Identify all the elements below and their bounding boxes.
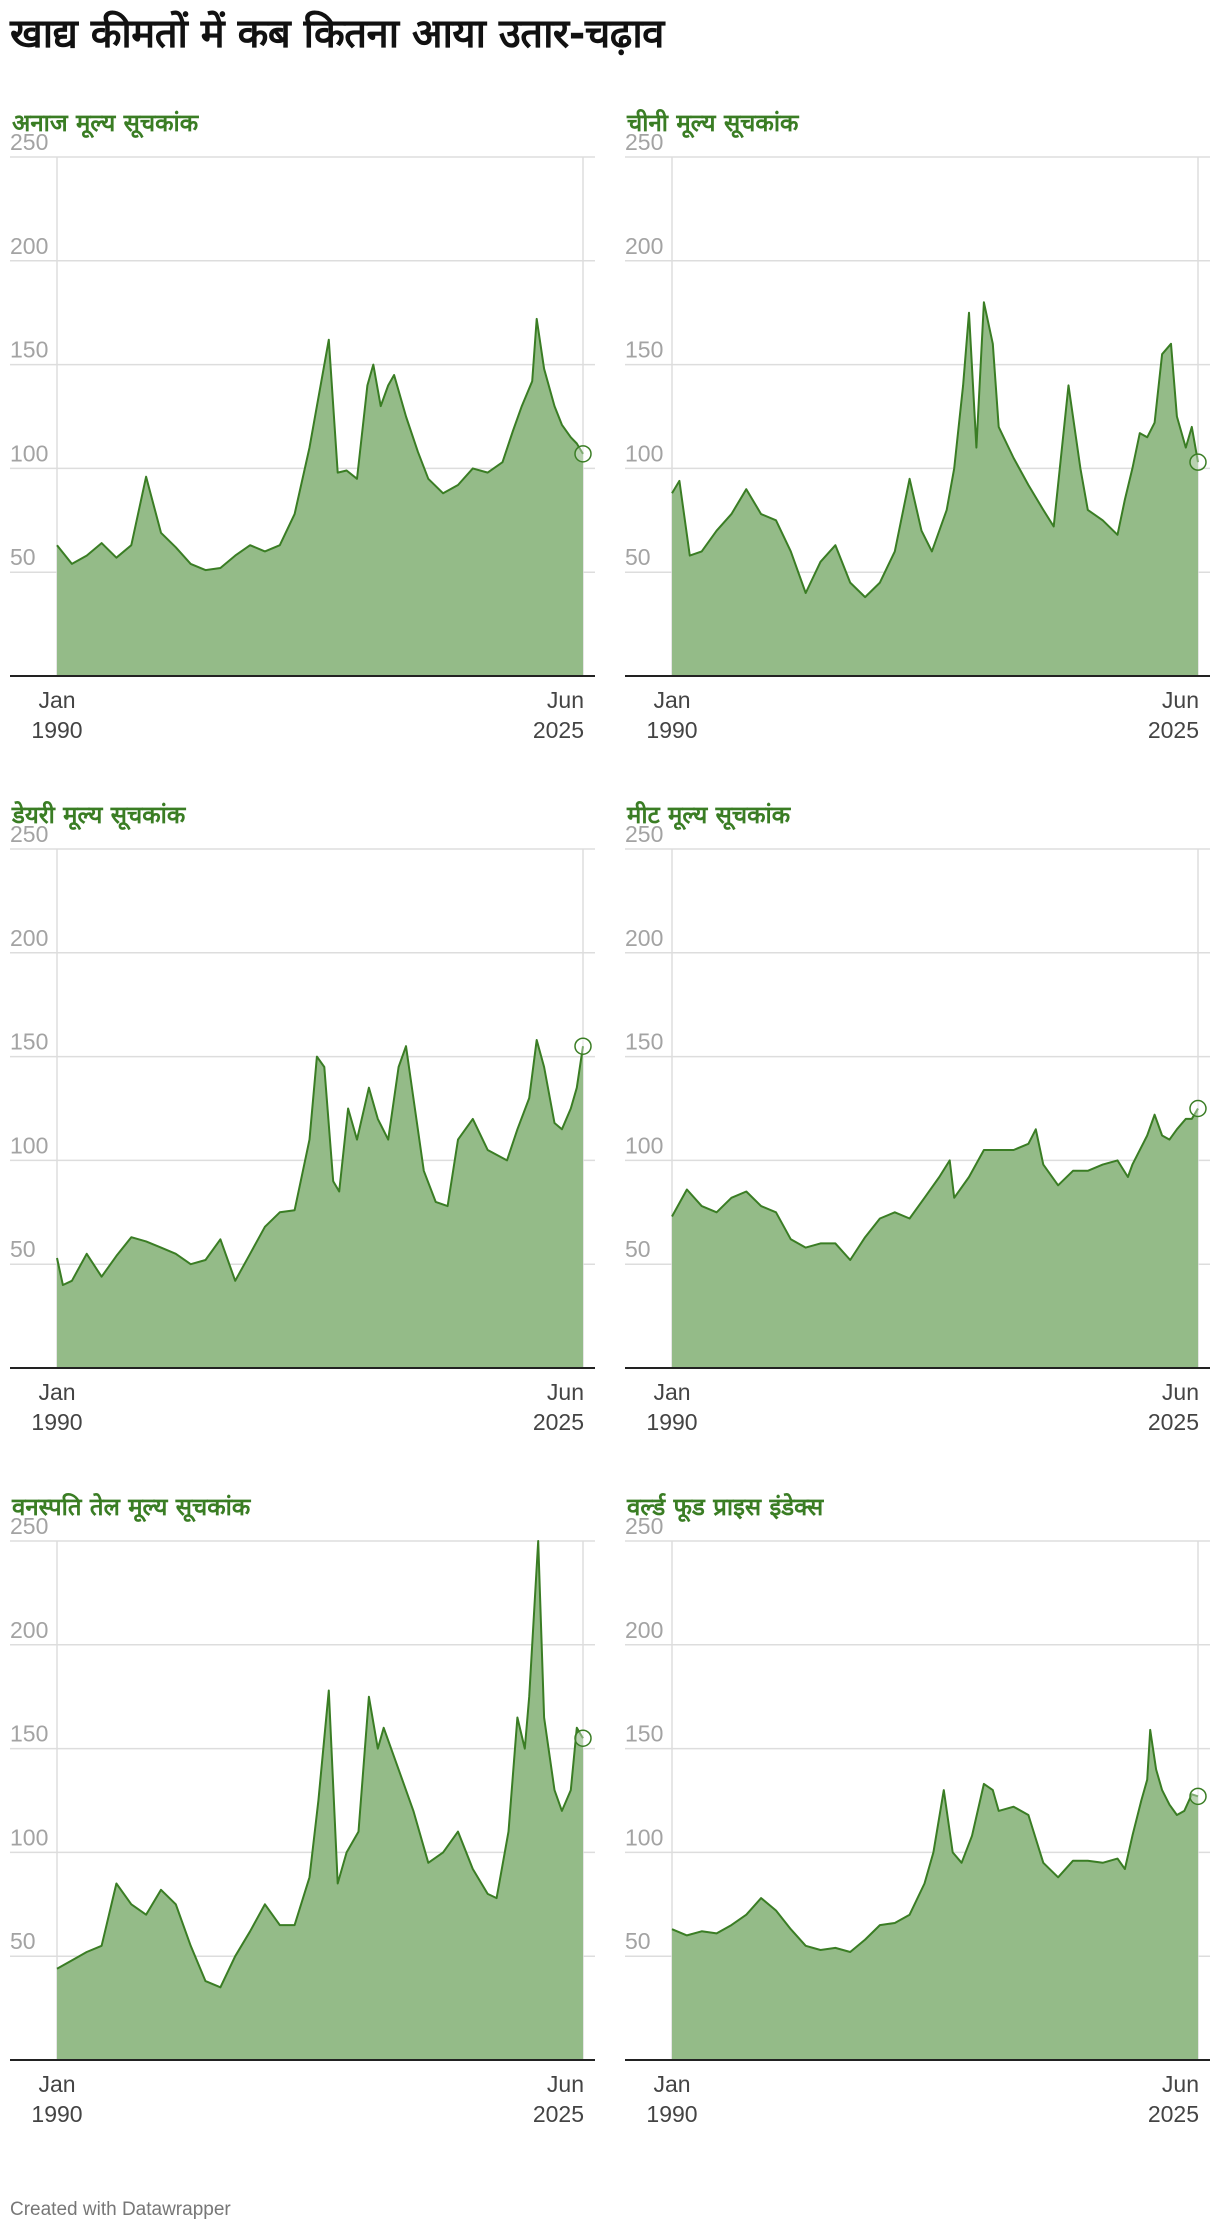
x-tick-label-year: 2025 bbox=[533, 1409, 584, 1435]
y-tick-label: 50 bbox=[10, 544, 36, 570]
area-fill bbox=[57, 1040, 583, 1368]
chart-panel-sugar: चीनी मूल्य सूचकांक 50 100 150 200 250 Jan 1990… bbox=[625, 106, 1210, 796]
chart-panel-cereals: अनाज मूल्य सूचकांक 50 100 150 200 250 Jan 1990… bbox=[10, 106, 595, 796]
x-tick-label-month: Jan bbox=[653, 1379, 690, 1405]
chart-svg: 50 100 150 200 250 Jan 1990 Jun 2025 bbox=[10, 129, 595, 743]
x-tick-label-year: 2025 bbox=[533, 2101, 584, 2127]
x-tick-label-month: Jan bbox=[38, 1379, 75, 1405]
chart-title: अनाज मूल्य सूचकांक bbox=[12, 109, 199, 137]
chart-title: चीनी मूल्य सूचकांक bbox=[627, 109, 799, 137]
chart-panel-vegetable-oil: वनस्पति तेल मूल्य सूचकांक 50 100 150 200 250… bbox=[10, 1490, 595, 2180]
last-value-marker bbox=[1189, 1787, 1207, 1806]
last-value-marker bbox=[574, 1729, 592, 1747]
y-tick-label: 100 bbox=[625, 440, 663, 466]
series-line bbox=[56, 317, 584, 572]
y-tick-label: 200 bbox=[625, 233, 663, 259]
y-tick-label: 200 bbox=[625, 1617, 663, 1643]
chart-svg: 50 100 150 200 250 Jan 1990 Jun 2025 bbox=[625, 129, 1210, 743]
x-tick-label-month: Jun bbox=[1162, 2071, 1199, 2097]
x-tick-label-month: Jan bbox=[653, 687, 690, 713]
series-line bbox=[56, 1039, 584, 1286]
last-value-marker bbox=[574, 1037, 592, 1055]
y-tick-label: 150 bbox=[10, 337, 48, 363]
y-tick-label: 150 bbox=[625, 1721, 663, 1747]
chart-title: वनस्पति तेल मूल्य सूचकांक bbox=[12, 1493, 251, 1521]
y-tick-label: 200 bbox=[10, 925, 48, 951]
y-tick-label: 250 bbox=[625, 1513, 663, 1539]
last-value-marker bbox=[1189, 453, 1207, 471]
last-value-marker bbox=[574, 445, 592, 463]
y-tick-label: 50 bbox=[10, 1236, 36, 1262]
x-tick-label-year: 1990 bbox=[31, 1409, 82, 1435]
y-tick-label: 50 bbox=[625, 1928, 651, 1954]
y-tick-label: 100 bbox=[10, 1824, 48, 1850]
x-tick-label-year: 1990 bbox=[646, 2101, 697, 2127]
page-title: खाद्य कीमतों में कब कितना आया उतार-चढ़ाव bbox=[10, 11, 664, 57]
last-value-marker bbox=[1189, 1099, 1207, 1118]
chart-title: डेयरी मूल्य सूचकांक bbox=[12, 801, 186, 829]
y-tick-label: 150 bbox=[625, 1029, 663, 1055]
x-tick-label-month: Jun bbox=[547, 2071, 584, 2097]
y-tick-label: 200 bbox=[625, 925, 663, 951]
series-line bbox=[671, 1107, 1199, 1261]
x-tick-label-year: 2025 bbox=[1148, 2101, 1199, 2127]
x-tick-label-month: Jan bbox=[38, 2071, 75, 2097]
y-tick-label: 100 bbox=[10, 1132, 48, 1158]
chart-svg: 50 100 150 200 250 Jan 1990 Jun 2025 bbox=[625, 1513, 1210, 2127]
y-tick-label: 50 bbox=[625, 544, 651, 570]
y-tick-label: 200 bbox=[10, 233, 48, 259]
y-tick-label: 250 bbox=[10, 821, 48, 847]
x-tick-label-month: Jan bbox=[653, 2071, 690, 2097]
y-tick-label: 250 bbox=[625, 821, 663, 847]
y-tick-label: 50 bbox=[625, 1236, 651, 1262]
chart-svg: 50 100 150 200 250 Jan 1990 Jun 2025 bbox=[10, 821, 595, 1435]
area-fill bbox=[57, 1541, 583, 2060]
x-tick-label-year: 1990 bbox=[31, 2101, 82, 2127]
footer-credit: Created with Datawrapper bbox=[10, 2199, 231, 2220]
chart-title: वर्ल्ड फूड प्राइस इंडेक्स bbox=[627, 1493, 824, 1521]
series-line bbox=[56, 1540, 584, 1989]
x-tick-label-month: Jan bbox=[38, 687, 75, 713]
y-tick-label: 200 bbox=[10, 1617, 48, 1643]
y-tick-label: 150 bbox=[625, 337, 663, 363]
x-tick-label-year: 1990 bbox=[646, 1409, 697, 1435]
x-tick-label-year: 1990 bbox=[646, 717, 697, 743]
y-tick-label: 100 bbox=[625, 1824, 663, 1850]
chart-svg: 50 100 150 200 250 Jan 1990 Jun 2025 bbox=[625, 821, 1210, 1435]
y-tick-label: 250 bbox=[625, 129, 663, 155]
chart-panel-dairy: डेयरी मूल्य सूचकांक 50 100 150 200 250 Jan 199… bbox=[10, 798, 595, 1488]
area-fill bbox=[672, 1108, 1198, 1368]
x-tick-label-year: 2025 bbox=[533, 717, 584, 743]
y-tick-label: 250 bbox=[10, 129, 48, 155]
chart-panel-meat: मीट मूल्य सूचकांक 50 100 150 200 250 Jan 1990 J… bbox=[625, 798, 1210, 1488]
x-tick-label-month: Jun bbox=[1162, 1379, 1199, 1405]
x-tick-label-month: Jun bbox=[1162, 687, 1199, 713]
chart-svg: 50 100 150 200 250 Jan 1990 Jun 2025 bbox=[10, 1513, 595, 2127]
y-tick-label: 150 bbox=[10, 1029, 48, 1055]
area-fill bbox=[672, 1729, 1198, 2060]
area-fill bbox=[57, 318, 583, 676]
x-tick-label-month: Jun bbox=[547, 687, 584, 713]
y-tick-label: 100 bbox=[625, 1132, 663, 1158]
x-tick-label-month: Jun bbox=[547, 1379, 584, 1405]
y-tick-label: 250 bbox=[10, 1513, 48, 1539]
area-fill bbox=[672, 302, 1198, 676]
y-tick-label: 100 bbox=[10, 440, 48, 466]
series-line bbox=[671, 301, 1199, 599]
y-tick-label: 150 bbox=[10, 1721, 48, 1747]
x-tick-label-year: 1990 bbox=[31, 717, 82, 743]
x-tick-label-year: 2025 bbox=[1148, 717, 1199, 743]
x-tick-label-year: 2025 bbox=[1148, 1409, 1199, 1435]
chart-panel-food-price-index: वर्ल्ड फूड प्राइस इंडेक्स 50 100 150 200 250… bbox=[625, 1490, 1210, 2180]
y-tick-label: 50 bbox=[10, 1928, 36, 1954]
chart-title: मीट मूल्य सूचकांक bbox=[627, 801, 791, 829]
series-line bbox=[671, 1728, 1199, 1953]
